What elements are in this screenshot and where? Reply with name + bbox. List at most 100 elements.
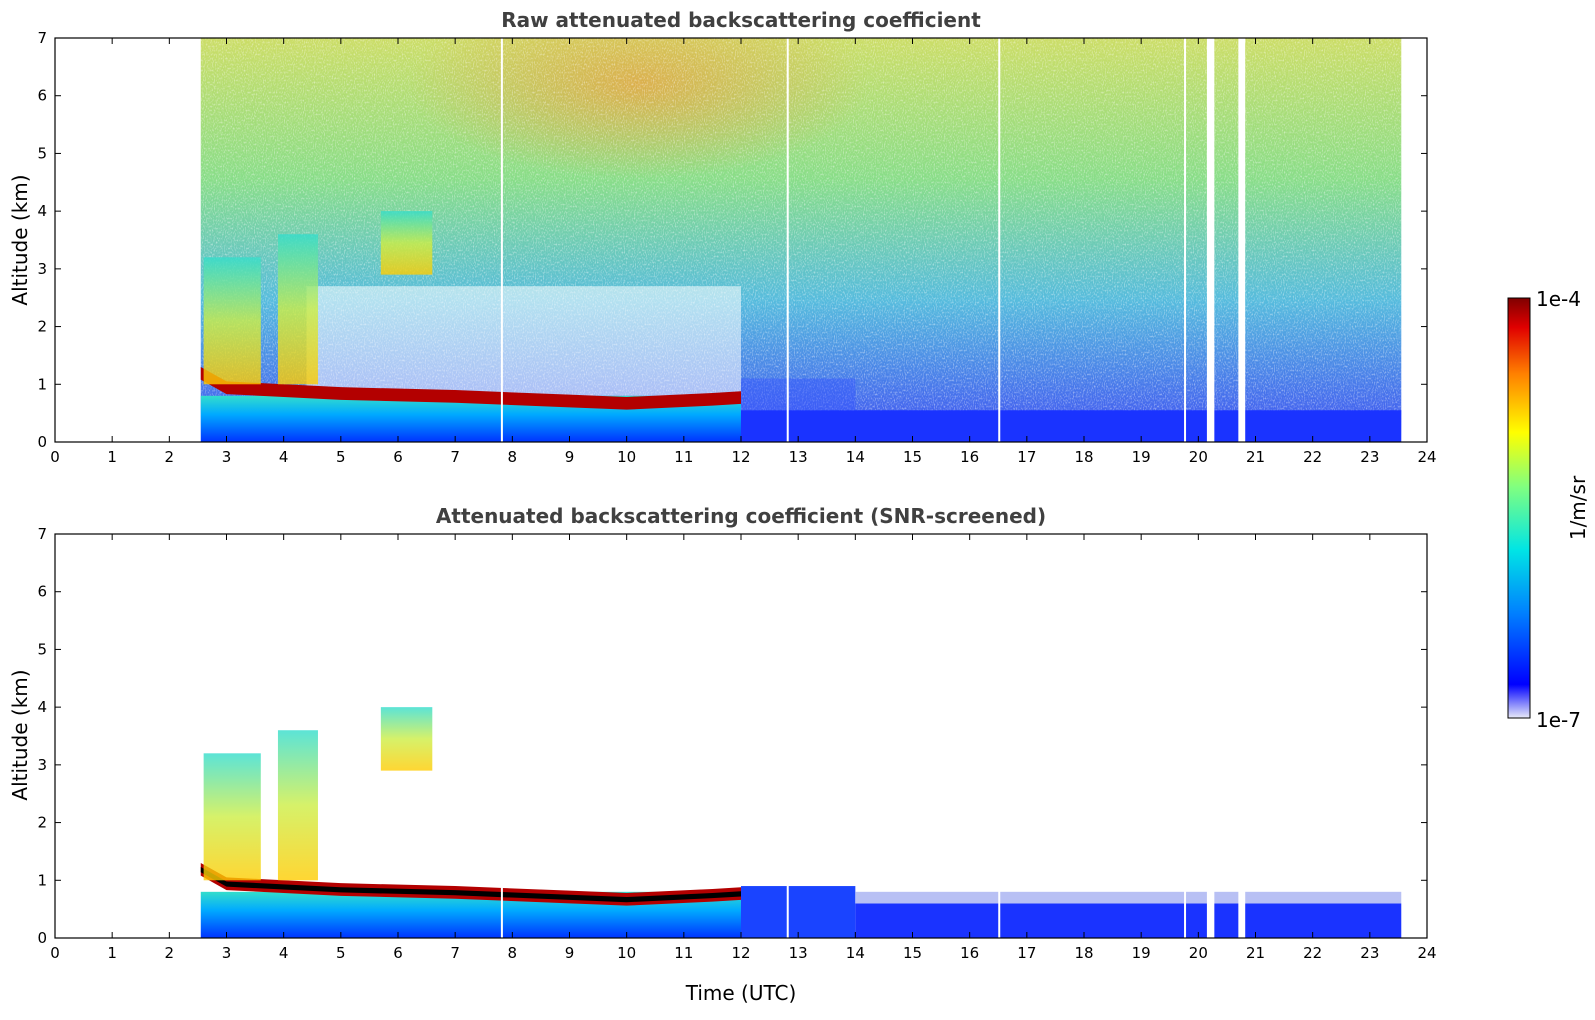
- x-tick-label: 16: [960, 448, 979, 466]
- x-tick-label: 0: [50, 448, 60, 466]
- y-tick-label: 5: [37, 144, 47, 162]
- aerosol-plume: [203, 257, 261, 385]
- axes: 0 1 2 3 4 5 6 7 8 9 10 11 12 13 14 15 16 17 18 19 20 21 22 23 24…: [37, 525, 1436, 962]
- x-tick-label: 2: [165, 944, 175, 962]
- heatmap-area: [200, 534, 1402, 938]
- aerosol-plume: [277, 730, 318, 881]
- y-tick-label: 4: [37, 202, 47, 220]
- colorbar-gradient: [1507, 297, 1531, 719]
- boundary-layer-top: [200, 862, 741, 906]
- x-tick-label: 13: [789, 448, 808, 466]
- y-tick-label: 3: [37, 756, 47, 774]
- x-tick-label: 4: [279, 448, 289, 466]
- colorbar-max-label: 1e-4: [1536, 287, 1581, 311]
- boundary-layer-top: [200, 366, 741, 410]
- x-tick-label: 17: [1017, 944, 1036, 962]
- x-tick-label: 7: [450, 448, 460, 466]
- panel-title: Attenuated backscattering coefficient (S…: [436, 504, 1046, 528]
- x-tick-label: 5: [336, 944, 346, 962]
- y-axis-label: Altitude (km): [8, 174, 32, 305]
- y-tick-label: 7: [37, 29, 47, 47]
- heatmap-area: [200, 38, 1402, 442]
- x-tick-label: 17: [1017, 448, 1036, 466]
- x-tick-label: 21: [1246, 448, 1265, 466]
- x-tick-label: 4: [279, 944, 289, 962]
- x-tick-label: 9: [565, 448, 575, 466]
- boundary-layer-core: [200, 867, 741, 903]
- data-gap: [1206, 38, 1215, 442]
- x-tick-label: 0: [50, 944, 60, 962]
- x-tick-label: 6: [393, 944, 403, 962]
- x-tick-label: 13: [789, 944, 808, 962]
- x-tick-label: 10: [617, 944, 636, 962]
- x-tick-label: 5: [336, 448, 346, 466]
- x-tick-label: 20: [1189, 448, 1208, 466]
- data-gap: [998, 534, 1001, 938]
- y-tick-label: 2: [37, 318, 47, 336]
- x-tick-label: 19: [1132, 944, 1151, 962]
- data-gap: [786, 38, 789, 442]
- x-tick-label: 23: [1360, 944, 1379, 962]
- afternoon-boundary-layer-fringe: [741, 378, 856, 411]
- x-tick-label: 18: [1074, 448, 1093, 466]
- x-tick-label: 11: [674, 448, 693, 466]
- aerosol-plume: [203, 753, 261, 881]
- data-gap: [1238, 38, 1246, 442]
- aerosol-plume: [380, 707, 433, 771]
- axes: 0 1 2 3 4 5 6 7 8 9 10 11 12 13 14 15 16 17 18 19 20 21 22 23 24…: [37, 29, 1436, 466]
- x-tick-label: 1: [107, 448, 117, 466]
- y-tick-label: 3: [37, 260, 47, 278]
- x-tick-label: 8: [508, 448, 518, 466]
- x-tick-label: 1: [107, 944, 117, 962]
- panel-title: Raw attenuated backscattering coefficien…: [501, 8, 981, 32]
- x-tick-label: 8: [508, 944, 518, 962]
- x-tick-label: 11: [674, 944, 693, 962]
- x-tick-label: 22: [1303, 944, 1322, 962]
- y-tick-label: 5: [37, 640, 47, 658]
- data-gap: [1238, 534, 1246, 938]
- x-tick-label: 24: [1417, 944, 1436, 962]
- x-tick-label: 19: [1132, 448, 1151, 466]
- y-axis-label: Altitude (km): [8, 669, 32, 800]
- y-tick-label: 1: [37, 375, 47, 393]
- x-tick-label: 3: [222, 944, 232, 962]
- data-gap: [500, 534, 503, 938]
- x-tick-label: 10: [617, 448, 636, 466]
- x-tick-label: 16: [960, 944, 979, 962]
- x-tick-label: 22: [1303, 448, 1322, 466]
- y-tick-label: 6: [37, 87, 47, 105]
- y-tick-label: 0: [37, 929, 47, 947]
- x-tick-label: 9: [565, 944, 575, 962]
- x-tick-label: 15: [903, 448, 922, 466]
- x-tick-label: 14: [846, 944, 865, 962]
- y-tick-label: 1: [37, 871, 47, 889]
- y-tick-label: 7: [37, 525, 47, 543]
- x-tick-label: 23: [1360, 448, 1379, 466]
- x-tick-label: 2: [165, 448, 175, 466]
- colorbar-unit-label: 1/m/sr: [1566, 475, 1590, 540]
- afternoon-boundary-layer: [741, 886, 856, 938]
- snr-screened-panel: Attenuated backscattering coefficient (S…: [8, 504, 1437, 1005]
- afternoon-boundary-layer: [855, 903, 1402, 938]
- data-gap: [1184, 38, 1187, 442]
- y-tick-label: 4: [37, 698, 47, 716]
- x-tick-label: 14: [846, 448, 865, 466]
- x-tick-label: 24: [1417, 448, 1436, 466]
- data-gap: [1184, 534, 1187, 938]
- aerosol-plume: [380, 211, 433, 275]
- clear-air-region: [306, 286, 741, 396]
- x-tick-label: 15: [903, 944, 922, 962]
- aerosol-plume: [277, 234, 318, 385]
- x-tick-label: 3: [222, 448, 232, 466]
- colorbar: 1e-4 1e-7 1/m/sr: [1507, 287, 1590, 732]
- y-tick-label: 6: [37, 583, 47, 601]
- x-tick-label: 7: [450, 944, 460, 962]
- data-gap: [1206, 534, 1215, 938]
- data-gap: [998, 38, 1001, 442]
- afternoon-boundary-layer-top: [855, 891, 1402, 904]
- raw-backscatter-panel: Raw attenuated backscattering coefficien…: [8, 8, 1437, 466]
- y-tick-label: 2: [37, 814, 47, 832]
- x-axis-label: Time (UTC): [685, 981, 797, 1005]
- colorbar-min-label: 1e-7: [1536, 708, 1581, 732]
- y-tick-label: 0: [37, 433, 47, 451]
